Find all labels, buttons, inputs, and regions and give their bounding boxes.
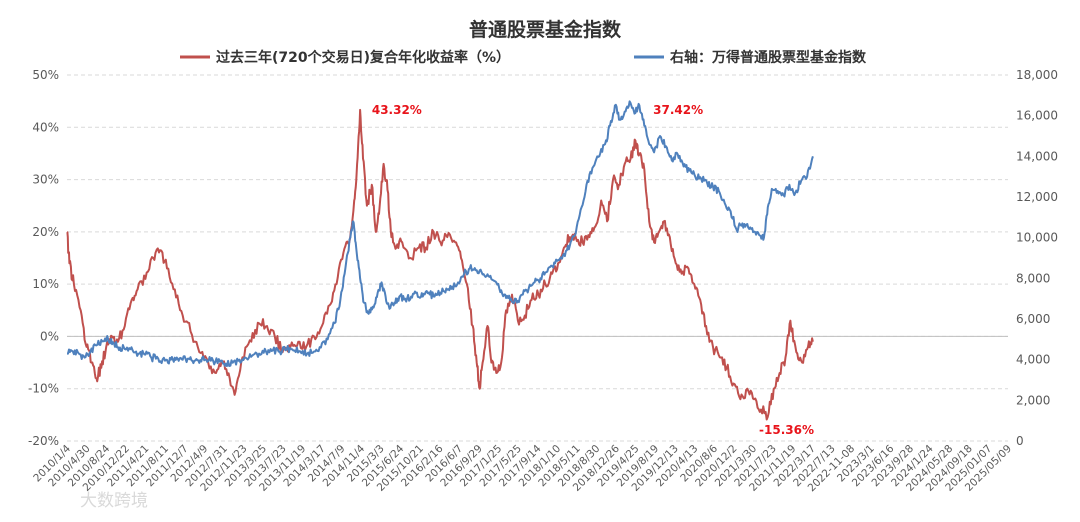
right-axis: 0 2,000 4,000 6,000 8,000 10,000 12,000 14,000 1…: [1016, 68, 1058, 448]
left-tick-label: -20%: [28, 434, 59, 448]
series-line-0: [66, 108, 814, 421]
watermark-text: 大数跨境: [80, 491, 148, 511]
right-tick-label: 0: [1016, 434, 1024, 448]
right-tick-label: 16,000: [1016, 109, 1058, 123]
left-tick-label: 10%: [32, 277, 59, 291]
chart-title: 普通股票基金指数: [469, 18, 622, 41]
annotations: 43.32% 37.42% -15.36%: [372, 103, 814, 437]
annotation-label: 37.42%: [653, 103, 703, 117]
left-tick-label: 30%: [32, 173, 59, 187]
x-axis: 2010/1/42010/4/302010/8/242010/12/222011…: [31, 442, 1014, 494]
left-tick-label: 0%: [40, 329, 59, 343]
annotation-label: 43.32%: [372, 103, 422, 117]
right-tick-label: 10,000: [1016, 231, 1058, 245]
right-tick-label: 6,000: [1016, 312, 1050, 326]
right-tick-label: 12,000: [1016, 190, 1058, 204]
left-axis: -20% -10% 0% 10% 20% 30% 40% 50%: [28, 68, 59, 448]
left-tick-label: 20%: [32, 225, 59, 239]
annotation-label: -15.36%: [759, 423, 814, 437]
left-tick-label: -10%: [28, 382, 59, 396]
right-tick-label: 14,000: [1016, 149, 1058, 163]
legend-label-index: 右轴：万得普通股票型基金指数: [669, 49, 867, 66]
right-tick-label: 18,000: [1016, 68, 1058, 82]
series-layer: [66, 100, 814, 421]
right-tick-label: 2,000: [1016, 393, 1050, 407]
left-tick-label: 40%: [32, 120, 59, 134]
legend-label-return: 过去三年(720个交易日)复合年化收益率（%）: [216, 49, 510, 66]
gridlines: [67, 74, 1008, 442]
legend: 过去三年(720个交易日)复合年化收益率（%） 右轴：万得普通股票型基金指数: [180, 49, 867, 66]
left-tick-label: 50%: [32, 68, 59, 82]
right-tick-label: 4,000: [1016, 353, 1050, 367]
right-tick-label: 8,000: [1016, 271, 1050, 285]
series-line-1: [67, 100, 814, 368]
